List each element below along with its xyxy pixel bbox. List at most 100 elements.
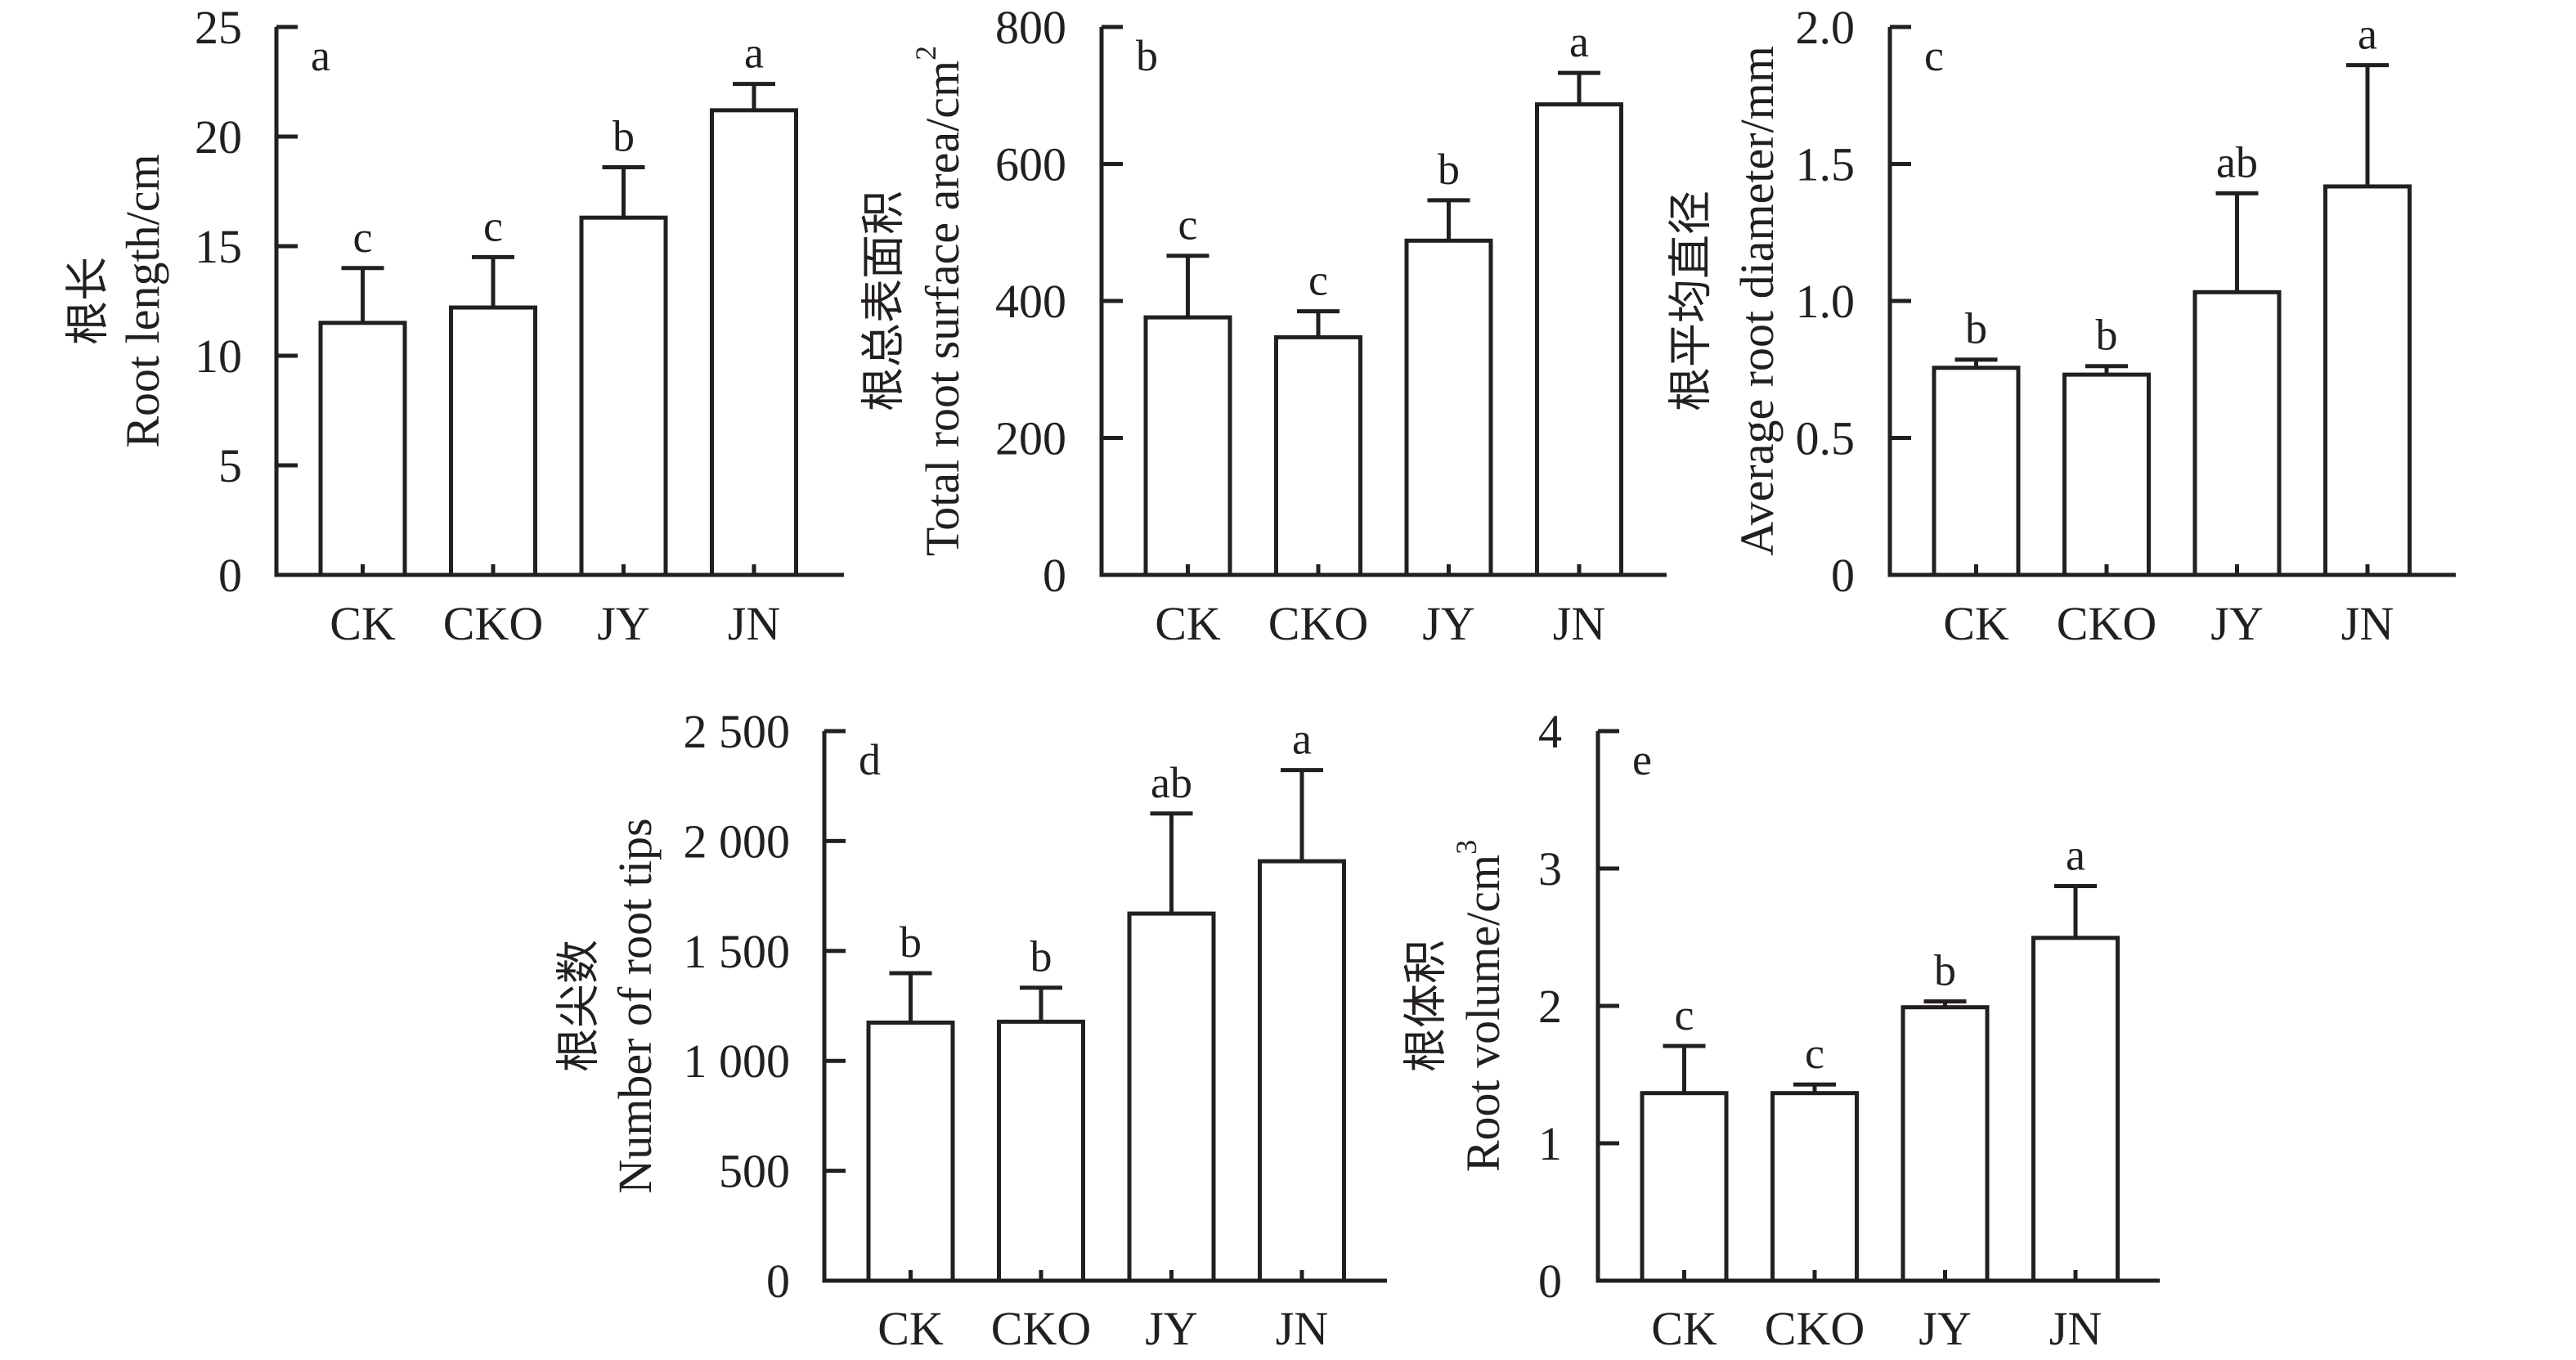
y-axis-title: Root volume/cm3: [1450, 840, 1510, 1172]
x-category-label: CKO: [443, 597, 543, 650]
y-tick-label: 15: [195, 220, 242, 273]
x-category-label: JY: [597, 597, 649, 650]
significance-label: a: [1569, 17, 1589, 66]
y-tick-label: 2: [1538, 980, 1562, 1033]
bar-cko: [449, 305, 537, 577]
y-axis-title-cn: 根体积: [1400, 940, 1452, 1072]
significance-label: b: [2096, 311, 2118, 360]
bar-jy: [2192, 290, 2282, 577]
bar-cko: [1770, 1091, 1859, 1283]
significance-label: ab: [1151, 758, 1192, 807]
y-tick-label: 0: [1831, 549, 1855, 602]
y-tick-label: 0: [218, 549, 242, 602]
significance-label: c: [1308, 256, 1328, 305]
y-tick-label: 25: [195, 1, 242, 54]
y-axis-title-cn: 根长: [62, 257, 114, 345]
y-tick-label: 10: [195, 330, 242, 383]
y-axis-title-superscript: 3: [1450, 840, 1483, 855]
y-tick-label: 800: [995, 1, 1066, 54]
y-tick-label: 1: [1538, 1117, 1562, 1170]
y-axis-title-cn: 根平均直径: [1665, 191, 1717, 411]
significance-label: b: [1030, 932, 1052, 981]
significance-label: ab: [2216, 137, 2258, 186]
y-tick-label: 4: [1538, 705, 1562, 758]
y-tick-label: 0: [766, 1255, 790, 1308]
y-axis-title: Total root surface area/cm2: [909, 46, 969, 556]
panel-d: 0 500 1 000 1 500 2 000 2 500 d b CK b CKO ab JY a JN 根…: [553, 705, 1387, 1355]
y-axis-title-cn: 根尖数: [553, 940, 604, 1072]
x-category-label: JY: [1145, 1302, 1197, 1355]
y-axis-title-text: Average root diameter/mm: [1730, 46, 1784, 556]
significance-label: b: [1438, 145, 1460, 194]
significance-label: b: [1934, 945, 1956, 994]
significance-label: c: [1805, 1029, 1824, 1078]
y-axis-title-text: Number of root tips: [608, 818, 662, 1193]
x-category-label: JN: [2341, 597, 2394, 650]
x-category-label: CK: [330, 597, 396, 650]
bar-jn: [1535, 102, 1623, 577]
y-tick-label: 600: [995, 138, 1066, 191]
panel-b: 0 200 400 600 800 b c CK c CKO b JY a JN 根总表面积 Total ro…: [858, 1, 1667, 650]
significance-label: a: [744, 29, 764, 78]
bar-ck: [318, 321, 407, 577]
x-category-label: JN: [1553, 597, 1605, 650]
significance-label: a: [2066, 831, 2085, 880]
panel-label: c: [1924, 31, 1944, 80]
y-tick-label: 2 500: [684, 705, 791, 758]
panel-a: 0 5 10 15 20 25 a c CK c CKO b JY a JN 根长 Root length/cm: [62, 1, 844, 650]
y-axis-title: Number of root tips: [608, 818, 662, 1193]
bar-jy: [1901, 1005, 1990, 1283]
bar-cko: [2062, 372, 2151, 577]
x-category-label: CKO: [991, 1302, 1091, 1355]
y-tick-label: 0.5: [1796, 412, 1856, 465]
y-tick-label: 2.0: [1796, 1, 1856, 54]
bar-jn: [2031, 936, 2120, 1283]
significance-label: b: [1965, 304, 1987, 353]
bar-ck: [1932, 366, 2021, 577]
x-category-label: CKO: [2057, 597, 2156, 650]
bar-jy: [1127, 911, 1216, 1283]
panel-label: e: [1632, 735, 1652, 784]
y-tick-label: 0: [1538, 1255, 1562, 1308]
significance-label: a: [2358, 10, 2377, 59]
x-category-label: CKO: [1765, 1302, 1865, 1355]
significance-label: c: [1675, 990, 1694, 1039]
panel-label: b: [1136, 31, 1158, 80]
bar-jn: [1258, 859, 1346, 1283]
x-category-label: CK: [1943, 597, 2009, 650]
panel-c: 0 0.5 1.0 1.5 2.0 c b CK b CKO ab JY a JN 根平均直径 Average…: [1665, 1, 2456, 650]
y-tick-label: 400: [995, 275, 1066, 328]
y-tick-label: 0: [1043, 549, 1066, 602]
bar-ck: [866, 1020, 955, 1283]
y-axis-title: Average root diameter/mm: [1730, 46, 1784, 556]
significance-label: c: [1178, 200, 1198, 249]
y-axis-title-text: Root volume/cm: [1456, 855, 1510, 1172]
panel-label: a: [311, 31, 330, 80]
significance-label: c: [353, 213, 373, 262]
x-category-label: CK: [877, 1302, 944, 1355]
x-category-label: JN: [2049, 1302, 2102, 1355]
y-axis-title: Root length/cm: [116, 154, 169, 447]
x-category-label: JN: [728, 597, 780, 650]
y-tick-label: 1 000: [684, 1035, 791, 1088]
y-tick-label: 1.5: [1796, 138, 1856, 191]
bar-cko: [1274, 334, 1362, 577]
y-axis-title-text: Root length/cm: [116, 154, 169, 447]
x-category-label: CK: [1155, 597, 1221, 650]
significance-label: b: [613, 112, 635, 161]
y-tick-label: 1.0: [1796, 275, 1856, 328]
y-tick-label: 500: [719, 1145, 790, 1198]
bar-jn: [710, 108, 798, 577]
y-axis-title-cn: 根总表面积: [858, 191, 909, 411]
significance-label: b: [900, 918, 922, 967]
significance-label: c: [483, 201, 503, 250]
y-tick-label: 2 000: [684, 815, 791, 868]
y-tick-label: 5: [218, 439, 242, 492]
bar-jy: [579, 215, 668, 577]
y-tick-label: 200: [995, 412, 1066, 465]
y-tick-label: 3: [1538, 842, 1562, 895]
x-category-label: JY: [1422, 597, 1474, 650]
bar-ck: [1143, 315, 1232, 577]
y-axis-title-text: Total root surface area/cm: [916, 61, 969, 556]
